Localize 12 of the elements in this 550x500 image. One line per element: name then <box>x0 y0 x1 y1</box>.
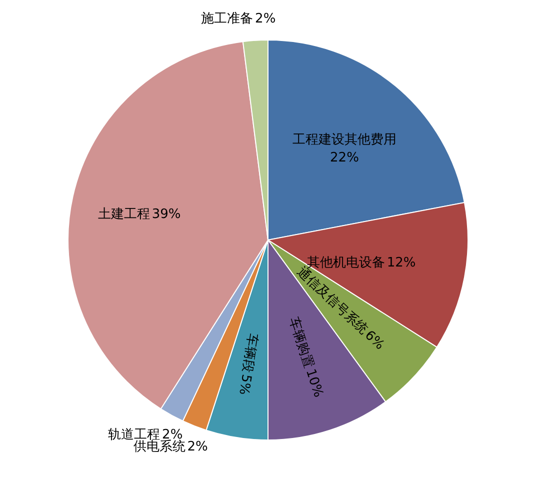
data-label: 2% <box>187 439 208 454</box>
slice-label: 工程建设其他费用 <box>292 132 396 148</box>
slice-label: 车辆段 <box>239 332 260 374</box>
data-label: 5% <box>236 373 254 396</box>
data-label: 22% <box>330 150 359 166</box>
data-label: 12% <box>386 255 416 270</box>
data-label: 2% <box>255 11 276 26</box>
slice-label: 土建工程 <box>98 206 150 222</box>
slice-label: 施工准备 <box>201 11 254 26</box>
data-label: 39% <box>152 206 181 222</box>
data-label: 10% <box>302 367 326 400</box>
slice-label: 车辆购置 <box>286 316 316 370</box>
